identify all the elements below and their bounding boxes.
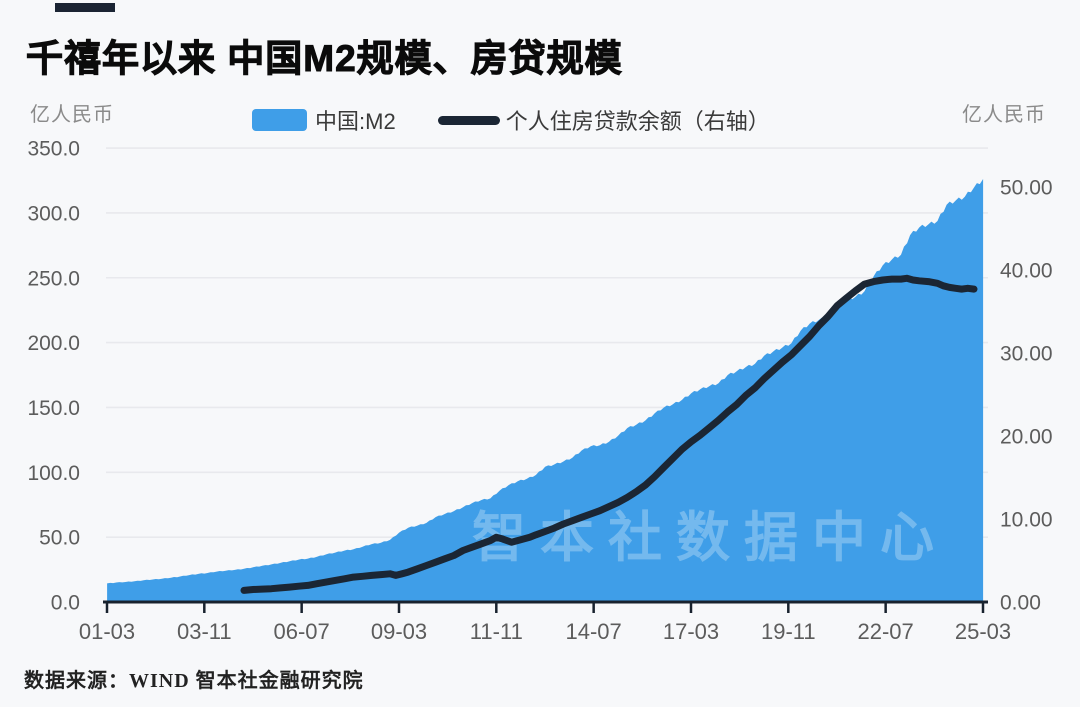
x-tick-label: 03-11	[177, 619, 232, 644]
left-axis-tick-label: 350.0	[27, 138, 80, 161]
m2-area-swatch-icon	[252, 109, 307, 131]
x-tick-label: 09-03	[371, 619, 427, 644]
right-axis-unit: 亿人民币	[962, 104, 1046, 126]
x-tick-label: 19-11	[761, 619, 816, 644]
legend: 中国:M2 个人住房贷款余额（右轴）	[252, 104, 770, 136]
legend-item-mortgage[interactable]: 个人住房贷款余额（右轴）	[437, 104, 770, 136]
x-tick-label: 14-07	[566, 619, 622, 644]
line-series-mortgage	[240, 274, 978, 594]
left-axis-tick-label: 200.0	[27, 332, 80, 355]
mortgage-line-swatch-icon	[437, 115, 500, 125]
left-axis-tick-label: 150.0	[27, 397, 80, 420]
source-note: 数据来源：WIND 智本社金融研究院	[24, 670, 364, 692]
right-axis-tick-label: 0.00	[1000, 592, 1041, 615]
accent-bar	[55, 3, 115, 12]
x-tick-label: 11-11	[470, 619, 523, 644]
x-tick-label: 25-03	[955, 619, 1011, 644]
x-tick-label: 06-07	[274, 619, 330, 644]
x-tick-label: 17-03	[663, 619, 719, 644]
right-axis-tick-label: 40.00	[1000, 260, 1053, 283]
left-axis-tick-label: 250.0	[27, 267, 80, 290]
right-axis-tick-label: 50.00	[1000, 177, 1053, 200]
right-axis-tick-label: 10.00	[1000, 509, 1053, 532]
right-axis-tick-label: 30.00	[1000, 343, 1053, 366]
left-axis-tick-label: 300.0	[27, 202, 80, 225]
legend-label-m2: 中国:M2	[315, 109, 396, 134]
x-tick-label: 01-03	[79, 619, 135, 644]
page-title: 千禧年以来 中国M2规模、房贷规模	[26, 38, 623, 80]
left-axis-tick-label: 0.0	[51, 592, 80, 615]
area-series-m2	[107, 179, 984, 602]
legend-label-mortgage: 个人住房贷款余额（右轴）	[505, 109, 770, 134]
watermark: 智本社数据中心	[472, 508, 948, 568]
left-axis-unit: 亿人民币	[30, 104, 114, 126]
x-tick-label: 22-07	[858, 619, 914, 644]
left-axis-tick-label: 50.0	[39, 527, 80, 550]
legend-item-m2[interactable]: 中国:M2	[252, 104, 396, 136]
right-axis-tick-label: 20.00	[1000, 426, 1053, 449]
left-axis-tick-label: 100.0	[27, 462, 80, 485]
